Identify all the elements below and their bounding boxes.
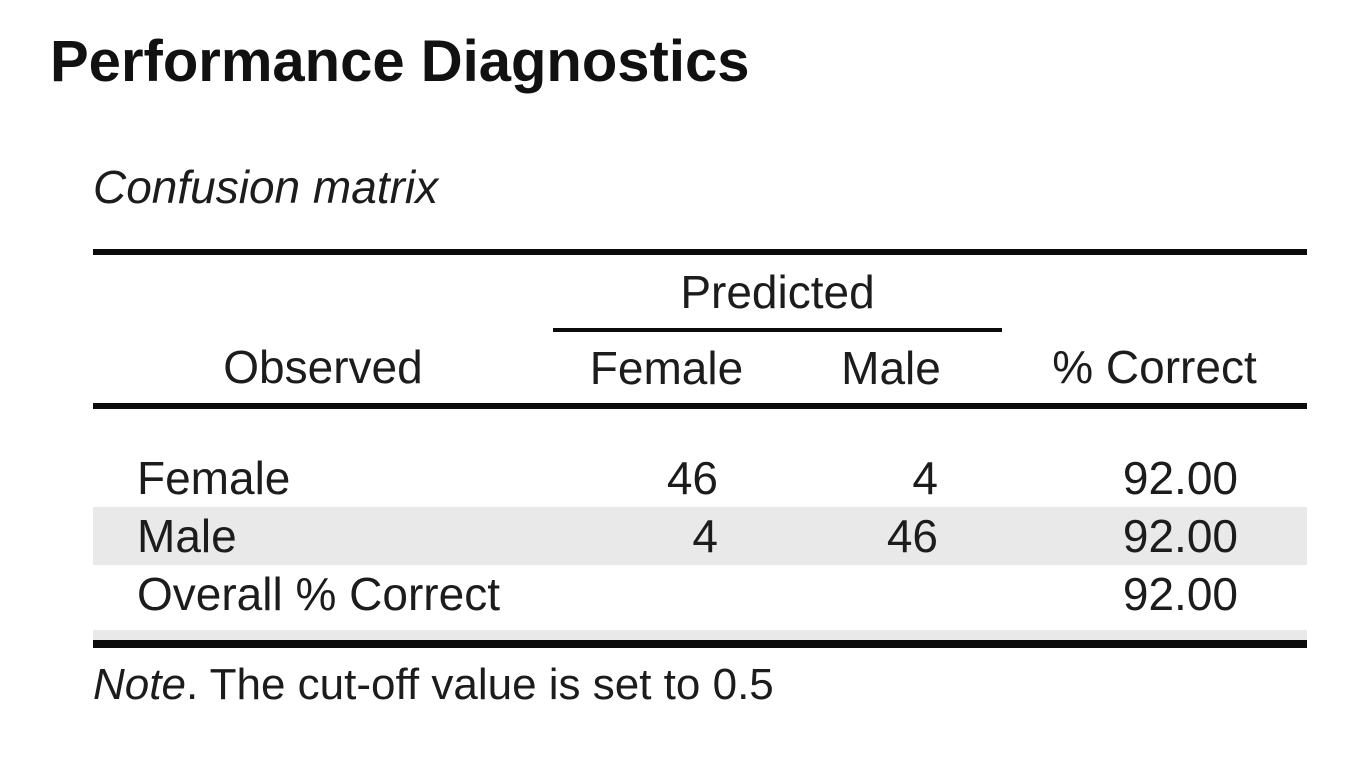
note-text: . The cut-off value is set to 0.5: [185, 660, 774, 709]
cell-overall-predicted-female: [553, 565, 780, 623]
cell-male-pct-correct: 92.00: [1122, 510, 1238, 562]
row-label: Overall % Correct: [137, 568, 500, 620]
row-label: Male: [137, 510, 237, 562]
table-row-female: Female 46 4 92.00: [93, 449, 1307, 507]
bottom-shaded-band: [93, 630, 1307, 644]
table-caption: Confusion matrix: [93, 161, 439, 213]
cell-overall-predicted-male: [780, 565, 1002, 623]
cell-overall-pct-correct: 92.00: [1122, 568, 1238, 620]
column-header-pct-correct: % Correct: [1002, 330, 1307, 409]
confusion-matrix-table: Predicted Observed Female Male % Correct…: [93, 249, 1307, 648]
cell-male-predicted-male: 46: [886, 510, 938, 562]
column-header-observed: Observed: [93, 330, 553, 409]
column-header-row: Observed Female Male % Correct: [93, 330, 1307, 409]
column-header-female: Female: [553, 330, 780, 409]
header-body-spacer: [93, 406, 1307, 449]
spanner-empty-cell: [1002, 252, 1307, 330]
page-title: Performance Diagnostics: [50, 29, 750, 94]
note-prefix: Note: [93, 660, 186, 709]
table-row-overall: Overall % Correct 92.00: [93, 565, 1307, 623]
cell-female-predicted-male: 4: [912, 452, 938, 504]
table-row-male: Male 4 46 92.00: [93, 507, 1307, 565]
column-group-header-predicted: Predicted: [553, 252, 1002, 332]
table-note: Note. The cut-off value is set to 0.5: [93, 660, 774, 709]
row-label: Female: [137, 452, 291, 504]
spanner-empty-cell: [93, 252, 553, 330]
cell-female-predicted-female: 46: [666, 452, 718, 504]
cell-female-pct-correct: 92.00: [1122, 452, 1238, 504]
spanner-header-row: Predicted: [93, 252, 1307, 332]
confusion-matrix-table-wrap: Predicted Observed Female Male % Correct…: [93, 249, 1307, 648]
pre-band-spacer: [93, 623, 1307, 630]
cell-male-predicted-female: 4: [692, 510, 718, 562]
column-header-male: Male: [780, 330, 1002, 409]
